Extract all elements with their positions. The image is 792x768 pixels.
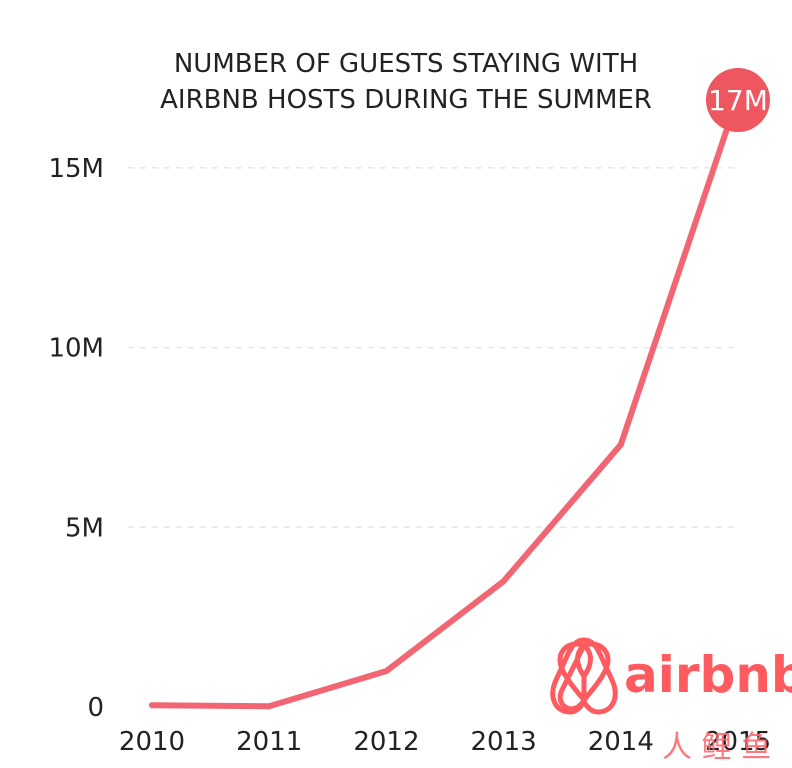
x-tick-label: 2013 (471, 727, 537, 757)
x-tick-label: 2012 (353, 727, 419, 757)
x-axis-ticks: 2010 2011 2012 2013 2014 2015 (119, 727, 771, 757)
data-point (383, 668, 390, 675)
x-tick-label: 2010 (119, 727, 185, 757)
x-tick-label: 2011 (236, 727, 302, 757)
callout-label: 17M (708, 84, 768, 117)
x-tick-label: 2015 (705, 727, 771, 757)
chart-title-line-2: AIRBNB HOSTS DURING THE SUMMER (160, 85, 652, 115)
watermark-text: 人 鲤 鱼 (662, 730, 771, 765)
data-point (500, 578, 507, 585)
callout-badge (706, 68, 770, 132)
airbnb-logo: airbnb (550, 637, 792, 715)
grid-lines (128, 167, 740, 529)
y-tick-label: 0 (87, 693, 104, 723)
watermark: 人 鲤 鱼 (662, 730, 771, 765)
airbnb-belo-icon-outline (550, 637, 618, 715)
data-point (617, 441, 624, 448)
series-line (149, 93, 741, 710)
chart-title-line-1: NUMBER OF GUESTS STAYING WITH (174, 49, 638, 79)
airbnb-wordmark: airbnb (624, 646, 792, 704)
y-tick-label: 5M (65, 513, 104, 543)
data-point (266, 703, 273, 710)
y-tick-label: 15M (48, 154, 104, 184)
y-axis-ticks: 0 5M 10M 15M (48, 154, 104, 723)
data-point (149, 702, 155, 709)
series-layer: 17M (149, 68, 770, 710)
y-tick-label: 10M (48, 334, 104, 364)
x-tick-label: 2014 (588, 727, 654, 757)
